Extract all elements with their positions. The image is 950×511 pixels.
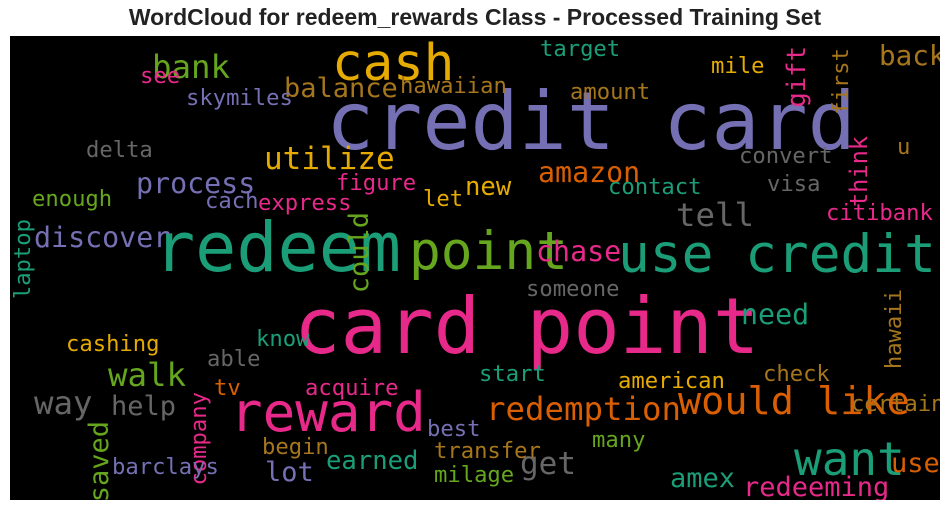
word-use: use <box>891 448 940 479</box>
word-figure: figure <box>336 170 417 196</box>
word-saved: saved <box>84 421 115 500</box>
word-could: could <box>344 212 375 294</box>
word-think: think <box>845 136 873 208</box>
word-american: american <box>618 368 725 394</box>
word-hawaii: hawaii <box>881 289 907 370</box>
word-check: check <box>763 361 830 387</box>
word-amex: amex <box>670 463 736 494</box>
word-cashing: cashing <box>66 331 160 357</box>
word-barclays: barclays <box>112 454 219 480</box>
word-amount: amount <box>570 79 651 105</box>
word-see: see <box>140 63 181 89</box>
word-earned: earned <box>326 446 419 476</box>
word-new: new <box>465 172 512 202</box>
word-visa: visa <box>767 171 821 197</box>
word-enough: enough <box>32 186 113 212</box>
word-back: back <box>879 39 940 72</box>
word-u: u <box>897 134 911 160</box>
word-know: know <box>256 326 310 352</box>
word-best: best <box>427 416 481 442</box>
word-delta: delta <box>86 137 153 163</box>
chart-title: WordCloud for redeem_rewards Class - Pro… <box>128 4 822 30</box>
word-would-like: would like <box>678 379 910 424</box>
word-reward: reward <box>230 381 426 444</box>
word-able: able <box>207 346 261 372</box>
wordcloud-panel: credit card card point redeem reward point us… <box>10 36 940 500</box>
word-discover: discover <box>34 221 171 254</box>
word-way: way <box>34 384 93 422</box>
word-utilize: utilize <box>264 141 395 177</box>
word-help: help <box>111 391 177 422</box>
word-point: point <box>409 221 568 282</box>
word-hawaiian: hawaiian <box>400 73 507 99</box>
word-tell: tell <box>676 196 755 234</box>
word-balance: balance <box>284 73 398 104</box>
word-someone: someone <box>526 276 620 302</box>
word-tv: tv <box>214 375 241 401</box>
word-let: let <box>423 186 464 212</box>
word-skymiles: skymiles <box>186 85 293 111</box>
word-many: many <box>592 427 646 453</box>
word-bank: bank <box>152 48 231 86</box>
word-express: express <box>258 190 352 216</box>
word-walk: walk <box>108 356 187 394</box>
word-get: get <box>520 446 576 482</box>
word-cash: cash <box>332 36 455 92</box>
word-laptop: laptop <box>10 219 36 300</box>
word-chase: chase <box>536 235 622 268</box>
word-amazon: amazon <box>538 156 641 189</box>
word-use-credit: use credit <box>618 224 936 285</box>
word-mile: mile <box>711 53 765 79</box>
word-want: want <box>794 432 905 486</box>
word-need: need <box>741 298 810 331</box>
word-gift: gift <box>782 46 812 108</box>
word-certain: certain <box>851 391 940 417</box>
word-start: start <box>479 361 546 387</box>
word-process: process <box>136 167 256 200</box>
word-citibank: citibank <box>826 200 933 226</box>
word-redeem: redeem <box>154 209 402 288</box>
word-cach: cach <box>205 188 259 214</box>
word-first: first <box>828 48 854 115</box>
word-target: target <box>540 36 621 62</box>
word-redemption: redemption <box>486 390 682 428</box>
word-credit-card: credit card <box>326 75 856 168</box>
word-begin: begin <box>262 434 329 460</box>
word-convert: convert <box>739 143 833 169</box>
word-milage: milage <box>434 462 515 488</box>
word-redeeming: redeeming <box>743 472 890 500</box>
word-contact: contact <box>608 174 702 200</box>
word-lot: lot <box>265 457 314 488</box>
word-card-point: card point <box>294 282 760 372</box>
word-acquire: acquire <box>305 375 399 401</box>
word-transfer: transfer <box>434 438 541 464</box>
